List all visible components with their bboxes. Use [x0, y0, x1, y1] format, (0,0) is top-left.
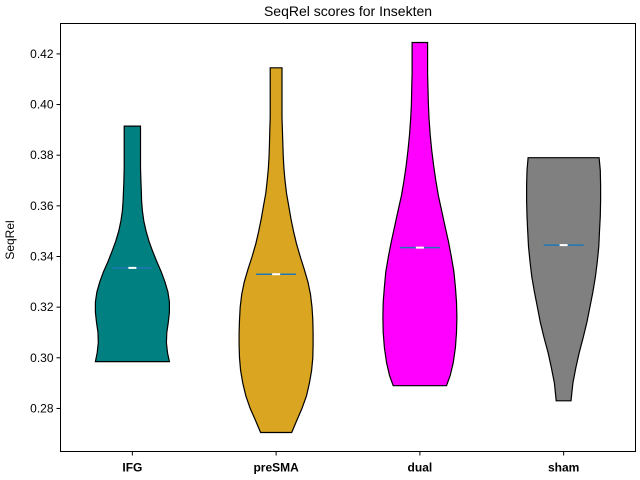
violin-body: [526, 157, 602, 402]
y-tick-label: 0.40: [30, 98, 54, 112]
y-axis-label: SeqRel: [3, 220, 17, 259]
x-tick-label-presma: preSMA: [253, 461, 299, 475]
violin-sham: [526, 157, 602, 402]
violin-body: [238, 67, 314, 434]
y-tick-label: 0.42: [30, 47, 54, 61]
y-tick-label: 0.30: [30, 351, 54, 365]
y-tick-label: 0.34: [30, 249, 54, 263]
violin-dual: [382, 41, 458, 387]
violin-body: [382, 41, 458, 387]
y-axis: 0.28 0.30 0.32 0.34 0.36 0.38 0.40 0.42: [30, 47, 61, 415]
violin-ifg: [94, 125, 171, 363]
y-tick-label: 0.38: [30, 148, 54, 162]
plot-frame: [60, 23, 636, 452]
x-tick-label-dual: dual: [408, 461, 433, 475]
x-tick-label-ifg: IFG: [122, 461, 142, 475]
chart-title: SeqRel scores for Insekten: [264, 3, 432, 19]
y-tick-label: 0.28: [30, 401, 54, 415]
y-tick-label: 0.32: [30, 300, 54, 314]
violin-body: [94, 125, 171, 363]
y-tick-label: 0.36: [30, 199, 54, 213]
x-tick-label-sham: sham: [548, 461, 579, 475]
violin-presma: [238, 67, 314, 434]
x-axis: IFG preSMA dual sham: [122, 451, 579, 475]
violins-group: [94, 41, 602, 434]
